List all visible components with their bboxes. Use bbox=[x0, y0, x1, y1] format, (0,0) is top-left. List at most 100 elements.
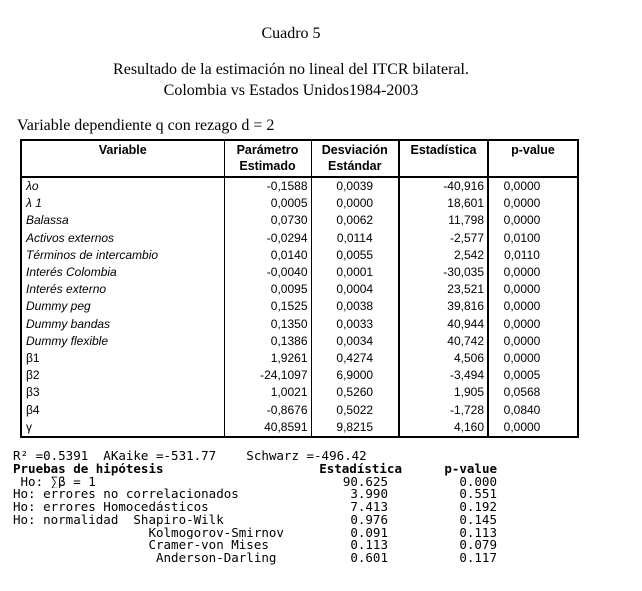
cell-estadistica: 4,506 bbox=[399, 350, 489, 368]
cell-estadistica: 11,798 bbox=[399, 212, 489, 230]
col-header-parametro: Parámetro Estimado bbox=[224, 140, 312, 178]
test-label: Cramer-von Mises bbox=[13, 539, 269, 552]
results-table-row: γ 40,8591 9,8215 4,160 0,0000 bbox=[21, 418, 578, 438]
test-row: Kolmogorov-Smirnov 0.091 0.113 bbox=[13, 524, 497, 540]
results-table-row: λ 1 0,0005 0,0000 18,601 0,0000 bbox=[21, 195, 578, 213]
cell-desviacion-estandar: 0,0114 bbox=[311, 229, 400, 247]
cell-parametro-estimado: 40,8591 bbox=[224, 418, 312, 438]
cell-desviacion-estandar: 9,8215 bbox=[311, 418, 400, 438]
test-row: Anderson-Darling 0.601 0.117 bbox=[13, 549, 497, 565]
results-table: Variable Parámetro Estimado Desviación E… bbox=[20, 139, 579, 439]
tests-header-row: Pruebas de hipótesis Estadística p-value bbox=[13, 461, 497, 477]
cell-estadistica: 39,816 bbox=[399, 298, 489, 316]
test-statistic: 3.990 bbox=[350, 486, 388, 502]
test-pvalue: 0.117 bbox=[459, 549, 497, 565]
results-table-row: Activos externos -0,0294 0,0114 -2,577 0,010… bbox=[21, 229, 578, 247]
results-table-row: β3 1,0021 0,5260 1,905 0,0568 bbox=[21, 384, 578, 402]
cell-desviacion-estandar: 0,0062 bbox=[311, 212, 400, 230]
cell-variable: Balassa bbox=[21, 212, 225, 230]
cell-desviacion-estandar: 0,5022 bbox=[311, 401, 400, 419]
cell-desviacion-estandar: 0,0039 bbox=[311, 177, 400, 196]
results-table-row: Interés externo 0,0095 0,0004 23,521 0,0000 bbox=[21, 281, 578, 299]
results-table-row: Dummy flexible 0,1386 0,0034 40,742 0,0000 bbox=[21, 332, 578, 351]
test-row: Ho: errores no correlacionados 3.990 0.551 bbox=[13, 488, 497, 501]
test-label: Ho: ∑β = 1 bbox=[13, 475, 96, 489]
cell-estadistica: -2,577 bbox=[399, 229, 489, 247]
results-table-row: β4 -0,8676 0,5022 -1,728 0,0840 bbox=[21, 401, 578, 419]
cell-variable: γ bbox=[21, 418, 225, 438]
cell-variable: β1 bbox=[21, 350, 225, 368]
cell-variable: λ 1 bbox=[21, 195, 225, 213]
test-statistic: 7.413 bbox=[350, 499, 388, 515]
cell-pvalue: 0,0000 bbox=[503, 196, 541, 211]
test-row: Ho: ∑β = 1 90.625 0.000 bbox=[13, 473, 497, 489]
results-table-row: λo -0,1588 0,0039 -40,916 0,0000 bbox=[21, 177, 578, 196]
col-header-variable-line1: Variable bbox=[98, 143, 147, 157]
test-pvalue: 0.192 bbox=[459, 499, 497, 515]
cell-parametro-estimado: 0,1386 bbox=[224, 332, 312, 351]
cell-desviacion-estandar: 0,4274 bbox=[311, 350, 400, 368]
cell-parametro-estimado: 0,1350 bbox=[224, 315, 312, 333]
cell-estadistica: -3,494 bbox=[399, 367, 489, 385]
cell-desviacion-estandar: 0,0033 bbox=[311, 315, 400, 333]
cell-desviacion-estandar: 0,0004 bbox=[311, 281, 400, 299]
test-label: Kolmogorov-Smirnov bbox=[13, 526, 284, 540]
cell-parametro-estimado: 0,0005 bbox=[224, 195, 312, 213]
col-header-parametro-line2: Estimado bbox=[239, 159, 296, 173]
cell-variable: λo bbox=[21, 177, 225, 196]
cell-pvalue: 0,0000 bbox=[503, 316, 541, 331]
test-statistic: 0.976 bbox=[350, 511, 388, 527]
cell-pvalue: 0,0000 bbox=[503, 299, 541, 314]
test-label: Ho: normalidad Shapiro-Wilk bbox=[13, 513, 224, 527]
cell-parametro-estimado: 0,0095 bbox=[224, 281, 312, 299]
results-header-row: Variable Parámetro Estimado Desviación E… bbox=[21, 140, 578, 178]
doc-subtitle: Resultado de la estimación no lineal del… bbox=[0, 59, 582, 101]
col-header-pvalue-line1: p-value bbox=[511, 143, 555, 157]
tests-header-label: Pruebas de hipótesis bbox=[13, 463, 164, 476]
test-pvalue: 0.551 bbox=[459, 486, 497, 502]
cell-parametro-estimado: -0,1588 bbox=[224, 177, 312, 196]
cell-pvalue: 0,0840 bbox=[503, 402, 541, 417]
col-header-desviacion-line1: Desviación bbox=[321, 143, 388, 157]
cell-pvalue: 0,0110 bbox=[504, 247, 540, 262]
test-pvalue: 0.079 bbox=[459, 537, 497, 553]
cell-variable: β4 bbox=[21, 401, 225, 419]
cell-estadistica: 40,742 bbox=[399, 332, 489, 351]
results-table-body: λo -0,1588 0,0039 -40,916 0,0000 λ 1 0,0005 0,0… bbox=[21, 177, 578, 438]
cell-variable: Términos de intercambio bbox=[21, 246, 225, 265]
tests-header-statistic: Estadística bbox=[319, 461, 402, 477]
cell-variable: Activos externos bbox=[21, 229, 225, 247]
cell-parametro-estimado: 0,0140 bbox=[224, 246, 312, 265]
cell-estadistica: -30,035 bbox=[399, 264, 489, 282]
cell-estadistica: -40,916 bbox=[399, 177, 489, 196]
cell-pvalue: 0,0000 bbox=[503, 351, 541, 366]
test-pvalue: 0.145 bbox=[459, 511, 497, 527]
cell-pvalue: 0,0000 bbox=[503, 213, 541, 228]
cell-parametro-estimado: -0,0040 bbox=[224, 264, 312, 282]
cell-parametro-estimado: -24,1097 bbox=[224, 367, 312, 385]
cell-estadistica: -1,728 bbox=[399, 401, 489, 419]
cell-estadistica: 23,521 bbox=[399, 281, 489, 299]
tests-header-pvalue: p-value bbox=[444, 461, 497, 477]
cell-desviacion-estandar: 0,0034 bbox=[311, 332, 400, 351]
test-statistic: 0.091 bbox=[350, 524, 388, 540]
cell-parametro-estimado: 0,1525 bbox=[224, 298, 312, 316]
cell-desviacion-estandar: 0,0001 bbox=[311, 264, 400, 282]
cell-variable: Dummy bandas bbox=[21, 315, 225, 333]
cell-parametro-estimado: 1,0021 bbox=[224, 384, 312, 402]
results-table-row: Dummy peg 0,1525 0,0038 39,816 0,0000 bbox=[21, 298, 578, 316]
cell-variable: Dummy flexible bbox=[21, 332, 225, 351]
cell-variable: β3 bbox=[21, 384, 225, 402]
results-table-row: Dummy bandas 0,1350 0,0033 40,944 0,0000 bbox=[21, 315, 578, 333]
cell-estadistica: 18,601 bbox=[399, 195, 489, 213]
cell-parametro-estimado: -0,8676 bbox=[224, 401, 312, 419]
cell-parametro-estimado: 1,9261 bbox=[224, 350, 312, 368]
test-statistic: 90.625 bbox=[342, 473, 388, 489]
cell-estadistica: 4,160 bbox=[399, 418, 489, 438]
fit-statistics-line: R² =0.5391 AKaike =-531.77 Schwarz =-496… bbox=[13, 448, 367, 464]
dependent-variable-note: Variable dependiente q con rezago d = 2 bbox=[17, 117, 275, 134]
results-table-row: β1 1,9261 0,4274 4,506 0,0000 bbox=[21, 350, 578, 368]
col-header-variable: Variable bbox=[21, 140, 225, 178]
hypothesis-tests-block: Pruebas de hipótesis Estadística p-value… bbox=[13, 461, 497, 565]
